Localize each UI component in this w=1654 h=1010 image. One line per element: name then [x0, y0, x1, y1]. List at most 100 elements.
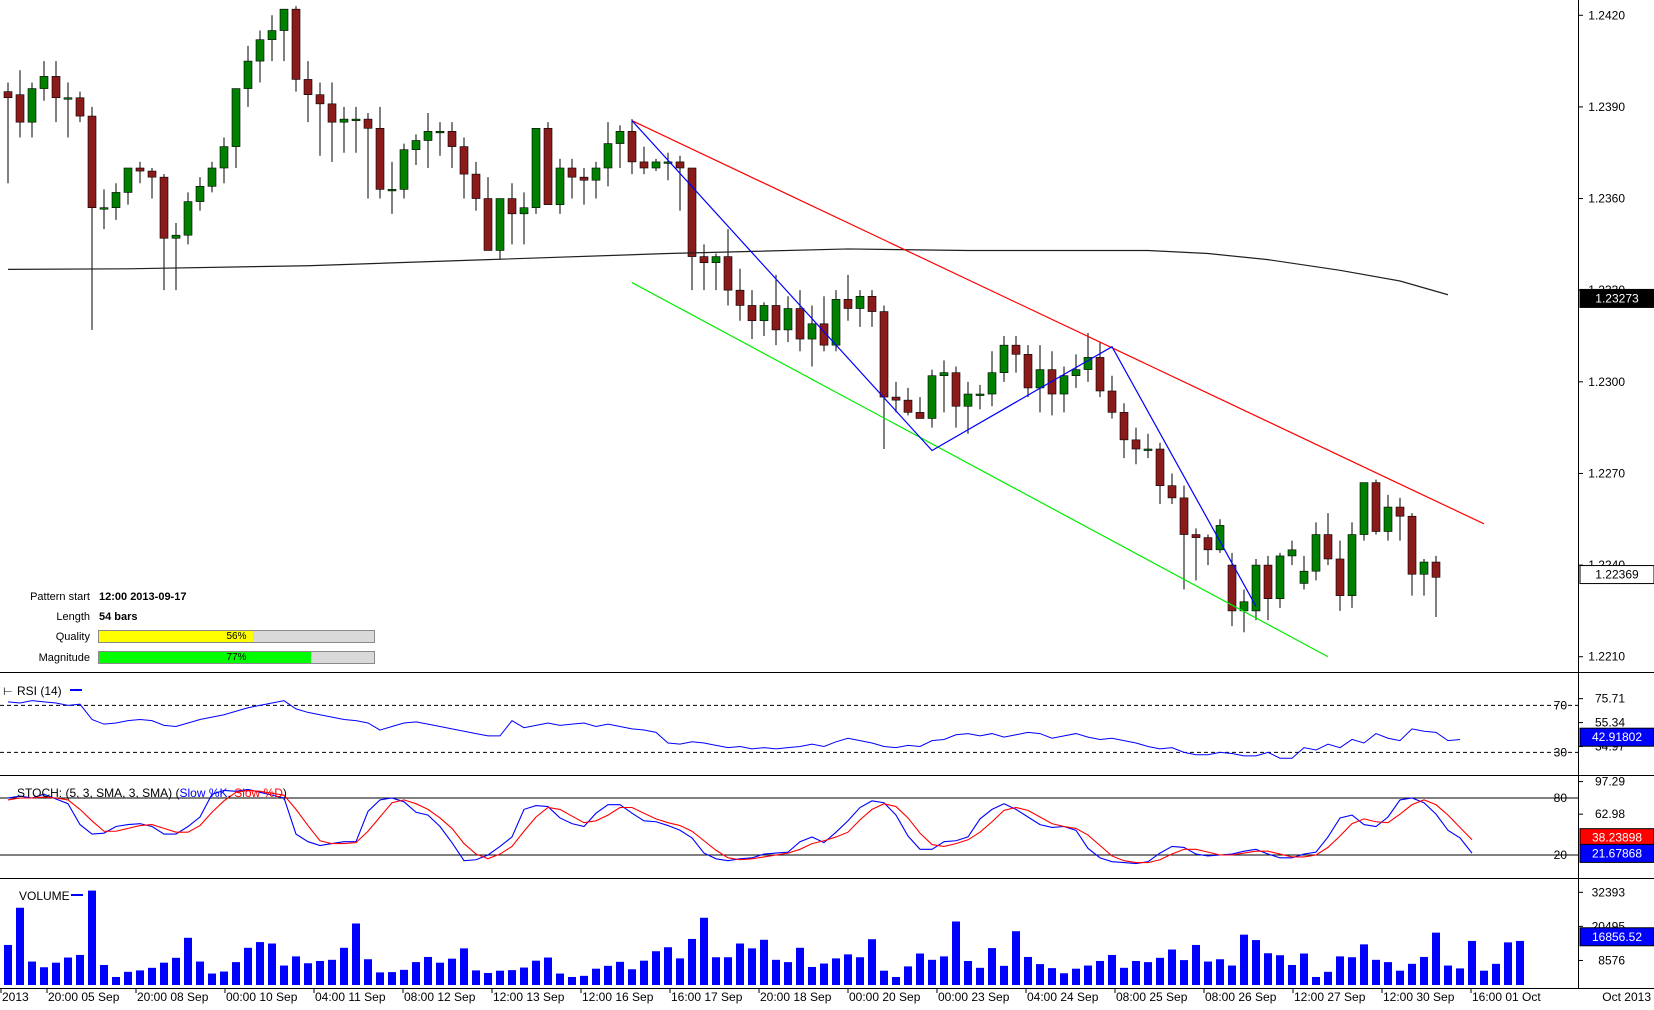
candle-body: [483, 198, 493, 251]
candle-body: [1347, 534, 1357, 596]
stoch-tick-label: 97.29: [1595, 775, 1625, 789]
time-axis-label: 12:00 30 Sep: [1383, 990, 1455, 1004]
candle-body: [1383, 506, 1393, 532]
candle-body: [699, 256, 709, 263]
candle-body: [183, 201, 193, 236]
quality-label: Quality: [55, 631, 90, 643]
moving-average-line: [7, 248, 1449, 296]
candle-body: [399, 149, 409, 190]
volume-bar: [796, 947, 804, 985]
stoch-panel: 80 20: [0, 788, 1578, 865]
volume-bar: [736, 943, 744, 985]
stoch-line: [7, 789, 1473, 864]
volume-bar: [292, 956, 300, 985]
current-price-label-box: [1579, 565, 1654, 585]
candle-body: [1263, 564, 1273, 599]
volume-bar: [160, 962, 168, 985]
pattern-line: [631, 120, 1485, 525]
candle-body: [867, 295, 877, 312]
time-axis-label: 00:00 10 Sep: [226, 990, 298, 1004]
stoch-sep: ,: [228, 786, 235, 800]
volume-bar: [148, 967, 156, 985]
rsi-current-label: 42.91802: [1592, 730, 1642, 744]
volume-bar: [256, 942, 264, 985]
candle-body: [63, 97, 73, 100]
time-axis-label: 20:00 08 Sep: [137, 990, 209, 1004]
candle-body: [579, 176, 589, 181]
stoch-level-label: 80: [1554, 791, 1568, 805]
volume-bar: [1372, 959, 1380, 985]
volume-bar: [1408, 963, 1416, 985]
volume-bar: [220, 971, 228, 985]
candle-body: [747, 305, 757, 322]
ma-value-label: 1.23273: [1595, 291, 1639, 305]
candle-body: [435, 131, 445, 134]
candle-body: [771, 305, 781, 331]
time-axis-label: 04:00 24 Sep: [1027, 990, 1099, 1004]
candle-body: [171, 234, 181, 239]
ma-value-label-box: [1579, 288, 1654, 308]
volume-bar: [544, 957, 552, 985]
candle-body: [411, 140, 421, 150]
rsi-panel: 70 30: [0, 698, 1578, 759]
candle-body: [855, 295, 865, 309]
volume-bar: [1120, 967, 1128, 985]
time-axis-label: 04:00 11 Sep: [315, 990, 386, 1004]
candle-body: [363, 118, 373, 129]
candle-body: [231, 88, 241, 147]
volume-current-label-box: [1579, 927, 1654, 947]
candle-body: [507, 198, 517, 215]
volume-bar: [616, 961, 624, 985]
candle-body: [735, 289, 745, 306]
price-tick-label: 1.2360: [1588, 192, 1625, 206]
volume-bar: [1216, 959, 1224, 985]
volume-bar: [388, 972, 396, 985]
stoch-title: STOCH: (5, 3, SMA, 3, SMA) (Slow %K, Slo…: [17, 786, 287, 800]
volume-bar: [100, 964, 108, 985]
volume-bar: [868, 939, 876, 985]
volume-bar: [520, 967, 528, 985]
magnitude-bar-fill: [99, 652, 311, 663]
candle-body: [1407, 515, 1417, 575]
price-tick-label: 1.2210: [1588, 650, 1625, 664]
volume-bar: [856, 957, 864, 985]
candle-body: [315, 94, 325, 105]
volume-bar: [1420, 956, 1428, 985]
length-value: 54 bars: [99, 611, 138, 623]
volume-bar: [904, 966, 912, 985]
volume-bar: [1204, 961, 1212, 985]
volume-bar: [1168, 949, 1176, 985]
volume-bar: [304, 963, 312, 985]
candle-body: [783, 308, 793, 331]
candle-body: [303, 79, 313, 95]
volume-bar: [988, 948, 996, 985]
time-axis-label: 12:00 16 Sep: [582, 990, 654, 1004]
candle-body: [219, 146, 229, 169]
volume-bar: [940, 956, 948, 985]
volume-title: VOLUME: [19, 889, 70, 903]
stoch-k-current-label: 21.67868: [1592, 846, 1642, 860]
volume-bar: [1084, 965, 1092, 985]
volume-bar: [688, 938, 696, 985]
volume-bar: [1108, 954, 1116, 985]
volume-bar: [124, 971, 132, 985]
volume-bar: [64, 957, 72, 985]
volume-bar: [772, 959, 780, 985]
candle-body: [99, 207, 109, 210]
magnitude-label: Magnitude: [38, 652, 90, 664]
volume-bar: [1264, 953, 1272, 985]
candle-body: [1167, 485, 1177, 499]
time-axis-label: 20:00 05 Sep: [48, 990, 120, 1004]
candle-body: [375, 127, 385, 190]
volume-bar: [916, 953, 924, 985]
candle-body: [1023, 354, 1033, 389]
volume-bar: [352, 923, 360, 985]
volume-bar: [1492, 963, 1500, 985]
candle-body: [663, 161, 673, 164]
candle-body: [951, 372, 961, 407]
volume-bar: [1456, 968, 1464, 985]
volume-bar: [1048, 968, 1056, 985]
volume-bar: [472, 970, 480, 985]
volume-bar: [52, 962, 60, 985]
volume-bar: [1228, 965, 1236, 985]
